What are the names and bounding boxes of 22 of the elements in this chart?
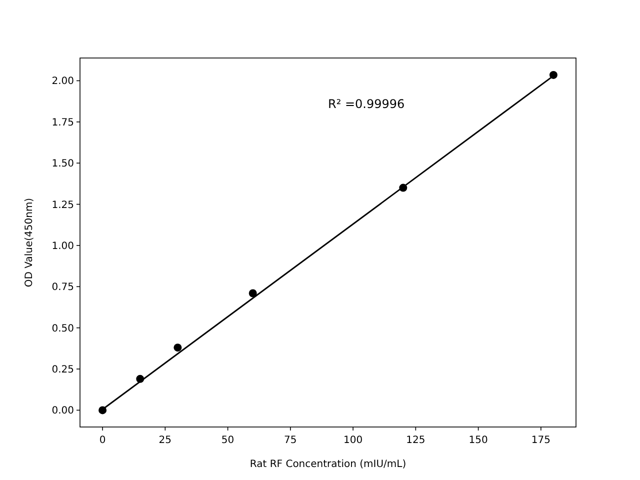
point (174, 344, 182, 352)
x-tick-label: 50 (221, 435, 234, 446)
x-axis-title: Rat RF Concentration (mIU/mL) (250, 459, 406, 470)
y-tick-label: 1.00 (52, 240, 74, 252)
x-tick-label: 25 (158, 435, 172, 446)
y-tick-label: 0.50 (52, 323, 74, 334)
annotation: R² =0.99996 (328, 97, 405, 111)
y-tick-label: 0.25 (52, 364, 74, 376)
x-tick-label: 0 (99, 435, 106, 446)
x-tick-label: 100 (344, 435, 363, 446)
x-tick-label: 125 (406, 435, 426, 446)
y-tick-label: 1.25 (52, 200, 74, 211)
y-tick-label: 0.75 (52, 282, 74, 294)
x-tick-label: 175 (531, 435, 550, 446)
x-tick-label: 150 (468, 435, 488, 446)
y-tick-label: 1.75 (52, 117, 74, 128)
y-tick-label: 1.50 (52, 158, 74, 170)
point (248, 289, 257, 298)
y-tick-label: 0.00 (52, 406, 74, 417)
x-tick-label: 75 (284, 435, 297, 446)
y-tick-label: 2.00 (52, 76, 74, 88)
y-axis-title: OD Value(450nm) (24, 198, 35, 288)
